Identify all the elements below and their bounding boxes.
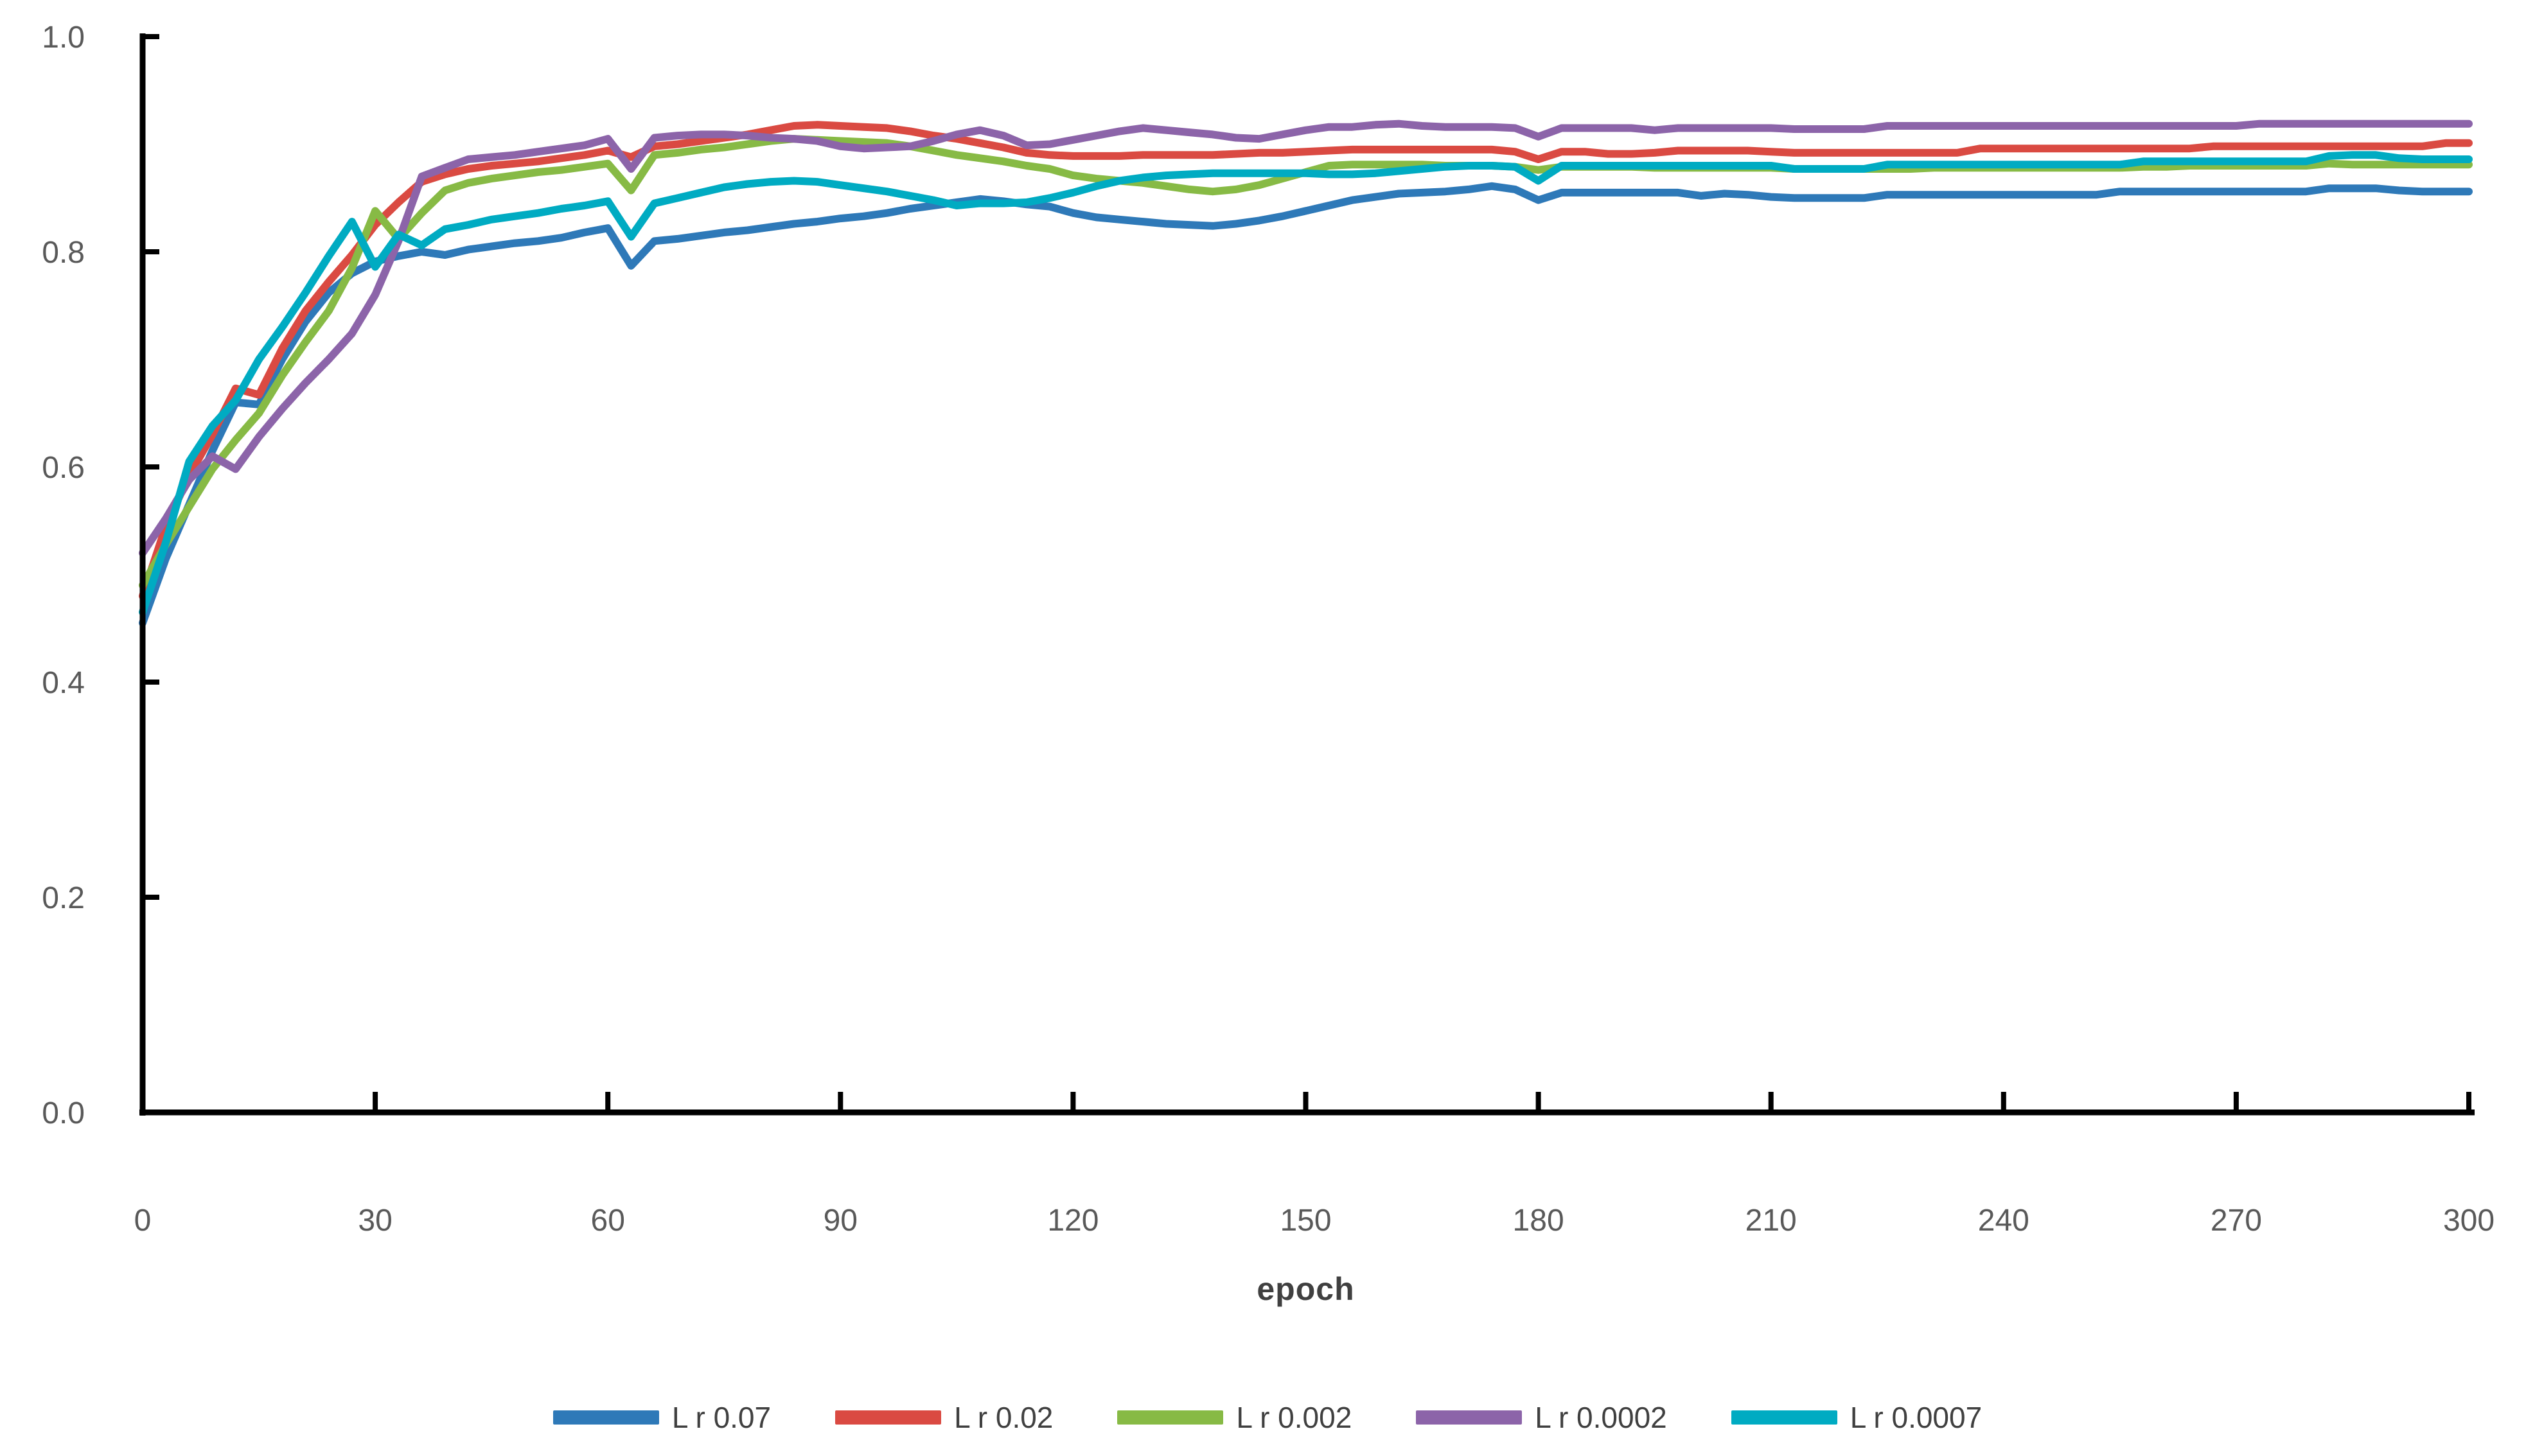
x-tick-label: 210 bbox=[1745, 1204, 1797, 1238]
x-tick-label: 0 bbox=[134, 1204, 152, 1238]
y-tick-label: 1.0 bbox=[42, 21, 85, 55]
series-line-l-r-0-02 bbox=[139, 121, 2473, 600]
legend-swatch-icon bbox=[1731, 1410, 1837, 1425]
legend-label: L r 0.0007 bbox=[1850, 1401, 1983, 1434]
legend-label: L r 0.0002 bbox=[1535, 1401, 1667, 1434]
series-line-l-r-0-0007 bbox=[139, 151, 2473, 617]
y-tick-label: 0.0 bbox=[42, 1096, 85, 1130]
x-tick-label: 300 bbox=[2443, 1204, 2495, 1238]
x-tick-label: 60 bbox=[591, 1204, 625, 1238]
series-line-l-r-0-0002 bbox=[139, 119, 2473, 557]
x-tick-label: 120 bbox=[1047, 1204, 1099, 1238]
x-tick-label: 240 bbox=[1978, 1204, 2029, 1238]
x-axis-title: epoch bbox=[1257, 1271, 1355, 1307]
legend-item-l-r-0-0007: L r 0.0007 bbox=[1731, 1400, 1982, 1435]
legend-item-l-r-0-002: L r 0.002 bbox=[1117, 1400, 1352, 1435]
legend-item-l-r-0-0002: L r 0.0002 bbox=[1416, 1400, 1667, 1435]
y-tick-label: 0.6 bbox=[42, 451, 85, 485]
x-tick-label: 30 bbox=[358, 1204, 392, 1238]
legend-swatch-icon bbox=[1117, 1410, 1224, 1425]
x-tick-label: 180 bbox=[1513, 1204, 1564, 1238]
legend-label: L r 0.002 bbox=[1236, 1401, 1352, 1434]
legend: L r 0.07 L r 0.02 L r 0.002 L r 0.0002 L r 0… bbox=[0, 1400, 2535, 1435]
series-line-l-r-0-07 bbox=[139, 182, 2473, 627]
legend-swatch-icon bbox=[552, 1410, 659, 1425]
legend-label: L r 0.07 bbox=[671, 1401, 772, 1434]
legend-swatch-icon bbox=[1416, 1410, 1523, 1425]
series-line-l-r-0-002 bbox=[139, 135, 2473, 590]
y-tick-label: 0.8 bbox=[42, 236, 85, 270]
x-tick-label: 150 bbox=[1280, 1204, 1331, 1238]
legend-item-l-r-0-02: L r 0.02 bbox=[835, 1400, 1053, 1435]
legend-label: L r 0.02 bbox=[954, 1401, 1054, 1434]
legend-swatch-icon bbox=[835, 1410, 942, 1425]
x-tick-label: 90 bbox=[824, 1204, 858, 1238]
y-tick-label: 0.4 bbox=[42, 666, 85, 700]
x-tick-label: 270 bbox=[2211, 1204, 2262, 1238]
legend-item-l-r-0-07: L r 0.07 bbox=[552, 1400, 772, 1435]
y-tick-label: 0.2 bbox=[42, 881, 85, 915]
